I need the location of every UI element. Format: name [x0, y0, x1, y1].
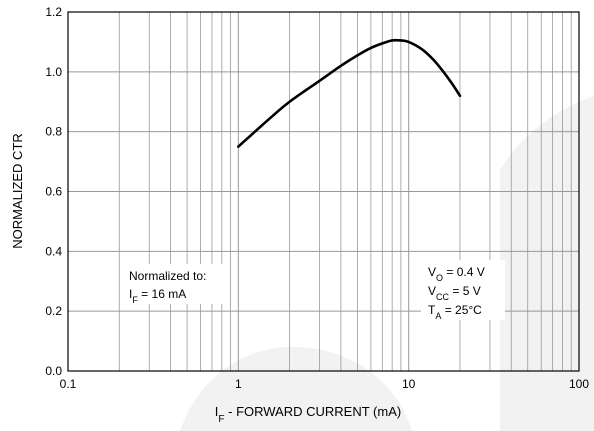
plot-frame [67, 11, 580, 372]
x-axis-title: IF - FORWARD CURRENT (mA) [215, 404, 401, 425]
x-tick-label: 10 [402, 377, 416, 391]
annotation-vo: VO = 0.4 V [428, 265, 485, 283]
y-tick-label: 1.0 [45, 65, 62, 79]
grid-lines [68, 12, 579, 371]
x-tick-label: 100 [569, 377, 589, 391]
annotation-conditions-bg [421, 260, 505, 320]
watermark [180, 96, 594, 431]
y-tick-label: 0.8 [45, 125, 62, 139]
x-tick-labels: 0.1 1 10 100 [60, 377, 590, 391]
annotation-normalized-bg [122, 264, 230, 304]
x-tick-label: 0.1 [60, 377, 77, 391]
y-tick-label: 0.4 [45, 244, 62, 258]
y-tick-label: 0.6 [45, 185, 62, 199]
annotation-normalized: Normalized to: IF = 16 mA [129, 269, 206, 305]
y-tick-labels: 0.0 0.2 0.4 0.6 0.8 1.0 1.2 [45, 5, 62, 378]
watermark-shape-right [500, 96, 594, 431]
y-tick-label: 0.2 [45, 304, 62, 318]
annotation-ta: TA = 25°C [428, 303, 482, 321]
annotation-vcc: VCC = 5 V [428, 284, 481, 302]
annotation-conditions: VO = 0.4 V VCC = 5 V TA = 25°C [428, 265, 485, 321]
annotation-normalized-line1: Normalized to: [129, 269, 206, 283]
x-tick-label: 1 [235, 377, 242, 391]
y-tick-label: 1.2 [45, 5, 62, 19]
annotation-normalized-line2: IF = 16 mA [129, 287, 186, 305]
annotation-boxes [122, 260, 505, 320]
y-axis-title: NORMALIZED CTR [10, 133, 25, 249]
series-line [237, 38, 462, 148]
y-tick-label: 0.0 [45, 364, 62, 378]
